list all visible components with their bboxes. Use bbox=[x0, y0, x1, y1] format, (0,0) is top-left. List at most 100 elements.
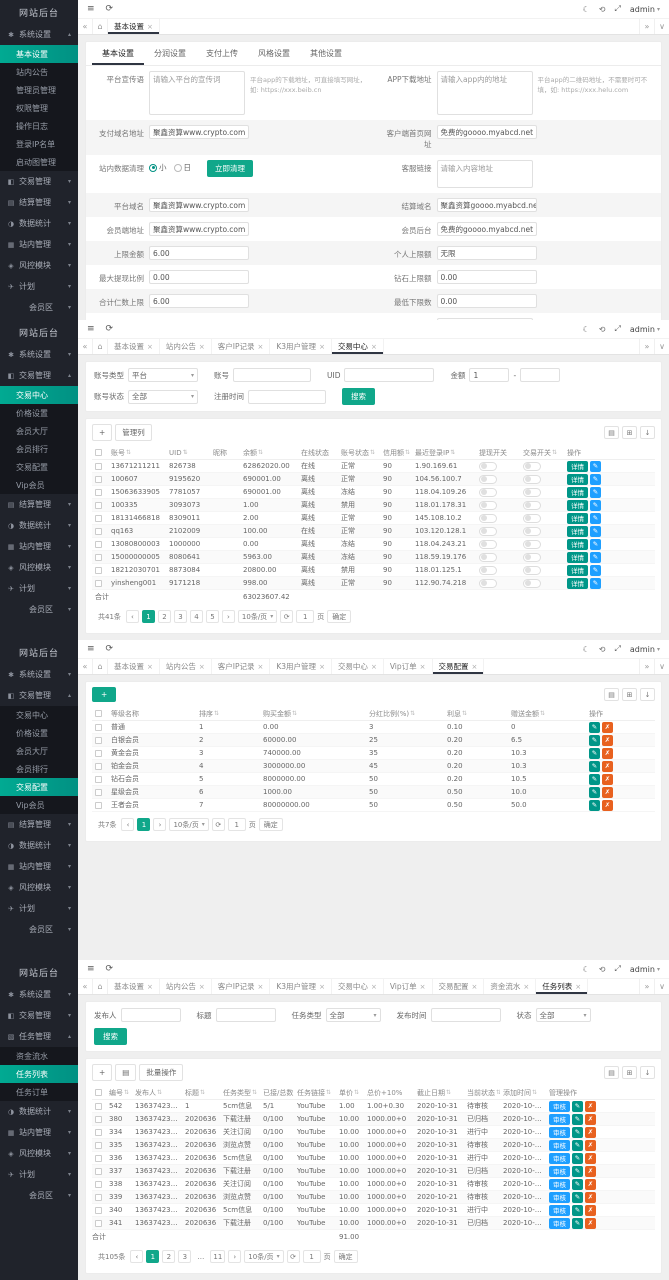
tab[interactable]: 交易中心 × bbox=[332, 339, 384, 354]
withdraw-toggle[interactable] bbox=[479, 565, 497, 575]
sidebar-item[interactable]: Vip会员 bbox=[16, 800, 45, 810]
sidebar-group[interactable]: 会员区 ▾ bbox=[0, 297, 78, 318]
row-checkbox[interactable] bbox=[95, 749, 102, 757]
page-number[interactable]: 1 bbox=[146, 1250, 160, 1263]
hamburger-icon[interactable]: ≡ bbox=[87, 324, 95, 334]
sidebar-item[interactable]: 任务列表 bbox=[0, 1065, 78, 1083]
theme-icon[interactable]: ☾ bbox=[582, 4, 590, 14]
table-header-cell[interactable]: 利息 ⇅ bbox=[444, 709, 508, 719]
page-number[interactable]: 2 bbox=[157, 610, 171, 623]
sidebar-item[interactable]: 价格设置 bbox=[16, 728, 48, 738]
sidebar-group[interactable]: ◈ 风控模块 ▾ bbox=[0, 1143, 78, 1164]
sidebar-item[interactable]: 管理员管理 bbox=[16, 85, 56, 95]
sidebar-group[interactable]: ✱ 系统设置 ▾ bbox=[0, 344, 78, 365]
hamburger-icon[interactable]: ≡ bbox=[87, 4, 95, 14]
row-action-button[interactable]: ✗ bbox=[585, 1113, 596, 1125]
status-select[interactable]: 全部 ▾ bbox=[535, 1008, 591, 1022]
row-action-button[interactable]: ✗ bbox=[585, 1152, 596, 1164]
text-input[interactable]: 聚鑫资算www.crypto.com bbox=[149, 222, 249, 236]
tab-close-icon[interactable]: × bbox=[370, 342, 377, 351]
hamburger-icon[interactable]: ≡ bbox=[87, 644, 95, 654]
select-all-checkbox[interactable] bbox=[95, 449, 102, 456]
page-number[interactable]: 11 bbox=[210, 1250, 226, 1263]
row-action-button[interactable]: 审核 bbox=[549, 1126, 570, 1138]
row-action-button[interactable]: ✗ bbox=[602, 747, 613, 759]
sidebar-group[interactable]: 会员区 ▾ bbox=[0, 599, 78, 620]
filter-columns-icon[interactable]: ▤ bbox=[604, 688, 619, 701]
sidebar-group[interactable]: ✱ 系统设置 ▴ bbox=[0, 24, 78, 45]
table-header-cell[interactable]: 余额 ⇅ bbox=[240, 448, 298, 458]
search-button[interactable]: 搜索 bbox=[94, 1028, 127, 1045]
page-jump-input[interactable]: 1 bbox=[227, 818, 246, 831]
row-checkbox[interactable] bbox=[95, 1141, 102, 1149]
tab-scroll-left[interactable]: « bbox=[78, 979, 93, 994]
table-header-cell[interactable]: 昵称 bbox=[210, 448, 240, 458]
page-number[interactable]: 1 bbox=[137, 818, 151, 831]
table-header-cell[interactable]: 编号 ⇅ bbox=[106, 1088, 132, 1098]
theme-icon[interactable]: ☾ bbox=[582, 644, 590, 654]
table-header-cell[interactable]: 发布人 ⇅ bbox=[132, 1088, 182, 1098]
row-action-button[interactable]: ✗ bbox=[602, 799, 613, 811]
trade-toggle[interactable] bbox=[523, 565, 541, 575]
sidebar-group[interactable]: ✈ 计划 ▾ bbox=[0, 1164, 78, 1185]
sidebar-group[interactable]: ▤ 结算管理 ▾ bbox=[0, 814, 78, 835]
table-header-cell[interactable]: 赠送金额 ⇅ bbox=[508, 709, 586, 719]
sidebar-group[interactable]: 会员区 ▾ bbox=[0, 919, 78, 940]
account-type-select[interactable]: 平台 ▾ bbox=[128, 368, 198, 382]
row-action-button[interactable]: ✗ bbox=[585, 1100, 596, 1112]
sidebar-item[interactable]: 操作日志 bbox=[16, 121, 48, 131]
filter-columns-icon[interactable]: ▤ bbox=[604, 426, 619, 439]
tab[interactable]: 客户IP记录 × bbox=[212, 659, 271, 674]
text-input[interactable]: 免费的goooo.myabcd.net bbox=[436, 125, 537, 139]
sidebar-item[interactable]: 交易中心 bbox=[16, 710, 48, 720]
page-go-button[interactable]: 确定 bbox=[333, 1250, 358, 1263]
withdraw-toggle[interactable] bbox=[479, 578, 497, 588]
history-icon[interactable]: ⟲ bbox=[598, 644, 606, 654]
register-time-input[interactable] bbox=[248, 389, 326, 404]
table-header-cell[interactable]: 排序 ⇅ bbox=[196, 709, 260, 719]
row-action-button[interactable]: ✗ bbox=[585, 1217, 596, 1229]
sidebar-group[interactable]: ◑ 数据统计 ▾ bbox=[0, 515, 78, 536]
sidebar-group[interactable]: ✱ 系统设置 ▾ bbox=[0, 984, 78, 1005]
settings-tab[interactable]: 分润设置 bbox=[154, 49, 186, 58]
text-input[interactable]: 6.00 bbox=[149, 294, 249, 308]
row-action-button[interactable]: ✎ bbox=[589, 734, 600, 746]
row-action-button[interactable]: 审核 bbox=[549, 1204, 570, 1216]
page-jump-input[interactable]: 1 bbox=[302, 1250, 321, 1263]
print-icon[interactable]: ⊞ bbox=[622, 688, 637, 701]
fullscreen-icon[interactable]: ⤢ bbox=[614, 644, 621, 653]
row-action-button[interactable]: 详情 bbox=[567, 486, 588, 498]
row-checkbox[interactable] bbox=[95, 1180, 102, 1188]
tab-close-icon[interactable]: × bbox=[147, 982, 153, 991]
page-number[interactable]: 3 bbox=[178, 1250, 192, 1263]
select-all-checkbox[interactable] bbox=[95, 710, 102, 717]
row-checkbox[interactable] bbox=[95, 762, 102, 770]
sidebar-group[interactable]: ◧ 交易管理 ▾ bbox=[0, 1005, 78, 1026]
sidebar-group[interactable]: ◑ 数据统计 ▾ bbox=[0, 213, 78, 234]
table-header-cell[interactable]: 购买金额 ⇅ bbox=[260, 709, 366, 719]
prev-page-button[interactable]: ‹ bbox=[121, 818, 135, 831]
row-checkbox[interactable] bbox=[95, 1219, 102, 1227]
row-action-button[interactable]: ✎ bbox=[572, 1100, 583, 1112]
row-action-button[interactable]: ✗ bbox=[585, 1139, 596, 1151]
tab-close-icon[interactable]: × bbox=[319, 342, 325, 351]
settings-tab[interactable]: 基本设置 bbox=[92, 42, 144, 65]
tab[interactable]: 基本设置 × bbox=[108, 979, 160, 994]
row-action-button[interactable]: ✎ bbox=[590, 538, 601, 550]
tab[interactable]: 任务列表 × bbox=[536, 979, 589, 994]
row-action-button[interactable]: ✎ bbox=[589, 721, 600, 733]
sidebar-group[interactable]: ▦ 站内管理 ▾ bbox=[0, 856, 78, 877]
refresh-icon[interactable]: ⟳ bbox=[105, 964, 114, 974]
row-action-button[interactable]: ✎ bbox=[590, 499, 601, 511]
table-header-cell[interactable]: 账号 ⇅ bbox=[108, 448, 166, 458]
sidebar-group[interactable]: ✱ 系统设置 ▾ bbox=[0, 664, 78, 685]
next-page-button[interactable]: › bbox=[228, 1250, 242, 1263]
row-checkbox[interactable] bbox=[95, 462, 102, 470]
row-action-button[interactable]: ✎ bbox=[590, 486, 601, 498]
row-action-button[interactable]: ✎ bbox=[572, 1191, 583, 1203]
table-header-cell[interactable]: 在线状态 bbox=[298, 448, 338, 458]
sidebar-item[interactable]: 交易中心 bbox=[0, 386, 78, 404]
row-action-button[interactable]: ✎ bbox=[590, 551, 601, 563]
row-checkbox[interactable] bbox=[95, 1206, 102, 1214]
next-page-button[interactable]: › bbox=[221, 610, 235, 623]
